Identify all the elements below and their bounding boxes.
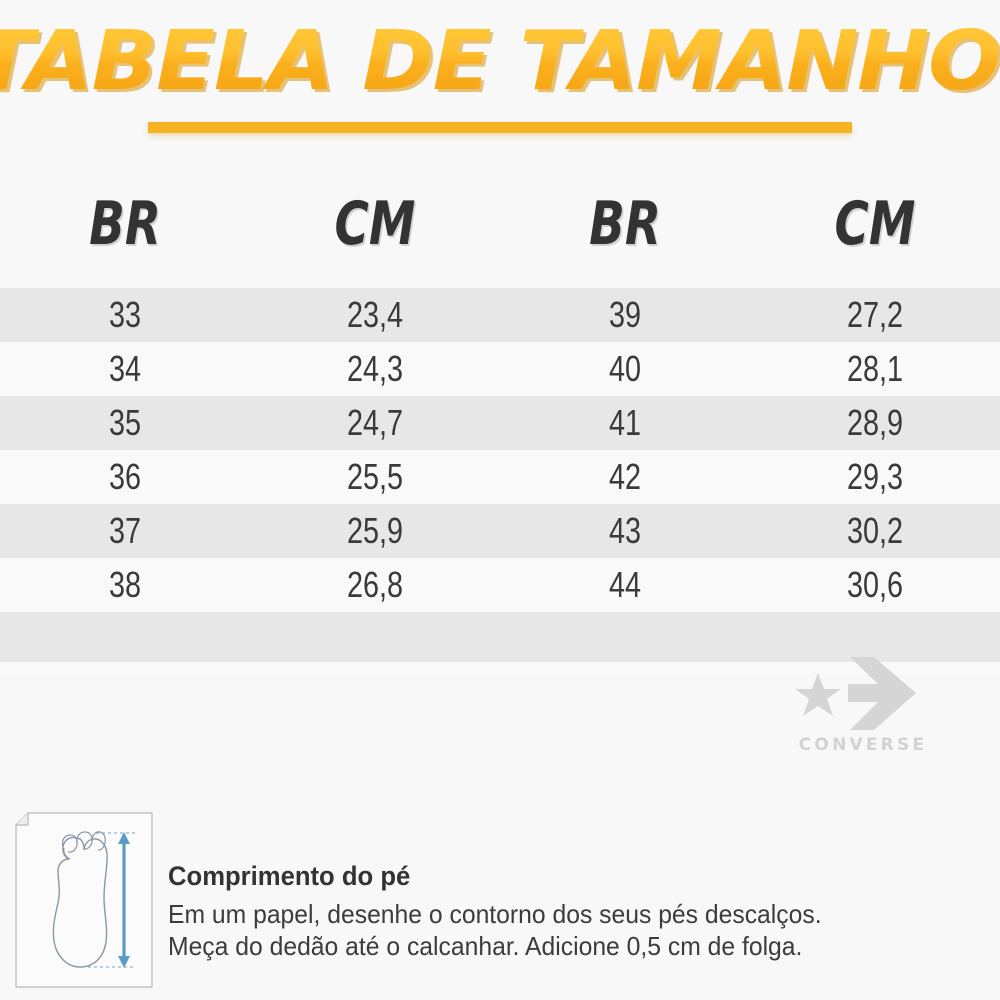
cell-cm-right: 30,6	[846, 564, 904, 605]
cell-br-left: 38	[108, 564, 142, 605]
cell-cm-left: 23,4	[346, 294, 404, 335]
guide-line-2: Meça do dedão até o calcanhar. Adicione …	[168, 931, 803, 961]
cell-br-left: 33	[108, 294, 142, 335]
brand-name: CONVERSE	[798, 735, 928, 755]
cell-br-left: 36	[108, 456, 142, 497]
column-header-br-left: BR	[89, 189, 161, 259]
column-header-br-right: BR	[589, 189, 661, 259]
cell-br-left: 35	[108, 402, 142, 443]
cell-cm-right: 28,9	[846, 402, 904, 443]
cell-cm-left: 26,8	[346, 564, 404, 605]
cell-cm-right: 30,2	[846, 510, 904, 551]
cell-br-right: 40	[608, 348, 642, 389]
foot-outline-on-paper-icon	[15, 812, 153, 988]
cell-br-right: 43	[608, 510, 642, 551]
guide-text-block: Comprimento do pé Em um papel, desenhe o…	[168, 860, 968, 962]
guide-heading: Comprimento do pé	[168, 861, 411, 891]
cell-br-right: 42	[608, 456, 642, 497]
cell-cm-left: 24,3	[346, 348, 404, 389]
table-header-row: BR CM BR CM	[0, 160, 1000, 288]
table-row: 38 26,8 44 30,6	[0, 558, 1000, 612]
table-row: 33 23,4 39 27,2	[0, 288, 1000, 342]
guide-line-1: Em um papel, desenhe o contorno dos seus…	[168, 899, 822, 929]
size-table: BR CM BR CM 33 23,4 39 27,2 34 24,3 40 2…	[0, 160, 1000, 674]
cell-br-left: 37	[108, 510, 142, 551]
double-headed-measure-arrow-icon	[118, 832, 130, 968]
title-block: TABELA DE TAMANHOS	[0, 18, 1000, 106]
cell-cm-right: 28,1	[846, 348, 904, 389]
table-row: 35 24,7 41 28,9	[0, 396, 1000, 450]
title-underline-bar	[148, 122, 852, 133]
cell-cm-right: 27,2	[846, 294, 904, 335]
cell-cm-left: 25,5	[346, 456, 404, 497]
brand-logo: CONVERSE	[788, 655, 948, 765]
table-row: 34 24,3 40 28,1	[0, 342, 1000, 396]
foot-measurement-guide: Comprimento do pé Em um papel, desenhe o…	[0, 800, 1000, 1000]
cell-cm-right: 29,3	[846, 456, 904, 497]
cell-br-right: 39	[608, 294, 642, 335]
table-row: 36 25,5 42 29,3	[0, 450, 1000, 504]
column-header-cm-right: CM	[834, 189, 916, 259]
table-bottom-edge	[0, 662, 1000, 674]
cell-cm-left: 25,9	[346, 510, 404, 551]
converse-star-chevron-icon	[795, 657, 916, 730]
cell-br-right: 41	[608, 402, 642, 443]
table-footer-band	[0, 612, 1000, 662]
cell-br-right: 44	[608, 564, 642, 605]
column-header-cm-left: CM	[334, 189, 416, 259]
cell-br-left: 34	[108, 348, 142, 389]
table-row: 37 25,9 43 30,2	[0, 504, 1000, 558]
page-title: TABELA DE TAMANHOS	[0, 18, 1000, 106]
cell-cm-left: 24,7	[346, 402, 404, 443]
